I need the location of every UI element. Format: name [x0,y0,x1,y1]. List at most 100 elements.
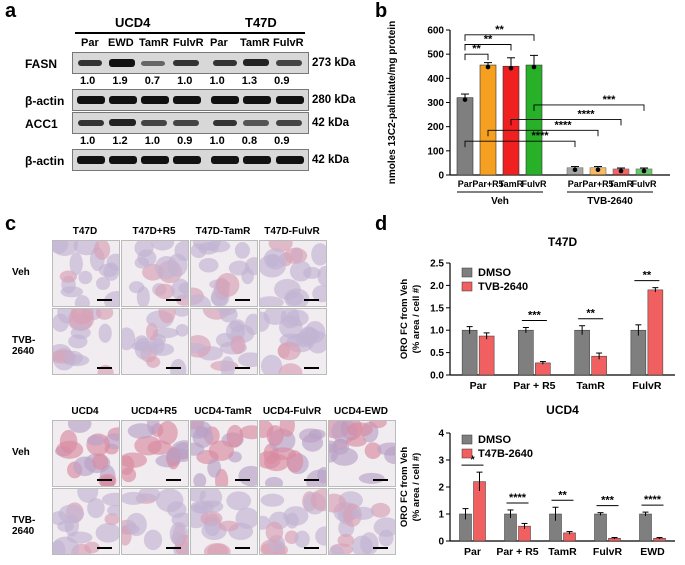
y-tick-label: 2 [438,483,444,494]
x-tick-label: Par [464,546,481,558]
scale-bar [97,367,112,369]
scale-bar [166,299,181,301]
blot-label-fasn: FASN [25,57,58,71]
cell-stain [260,489,326,554]
y-tick-label: 2.5 [430,259,444,270]
micrograph-image [259,240,327,307]
micrograph-column-label: T47D+R5 [132,226,176,237]
blot-label-bactin: β-actin [25,94,65,108]
y-tick-label: 500 [427,50,444,61]
x-tick-label: TamR [499,179,524,189]
blot-bactin [72,149,309,171]
y-tick-label: 0 [438,171,444,182]
scale-bar [304,299,319,301]
micrograph-column-label: T47D-TamR [195,226,251,237]
micrograph-column-label: T47D-FulvR [264,226,320,237]
acc1-ratios: 1.0 1.2 1.0 0.9 1.0 0.8 0.9 [80,135,290,147]
x-tick-label: Par + R5 [496,546,538,558]
cell-stain [329,491,395,554]
micrograph-row-label: Veh [12,266,30,278]
x-tick-label: TamR [548,546,577,558]
bar [594,513,607,542]
data-point [618,168,624,174]
significance-label: ** [495,24,504,36]
bar [525,64,543,176]
significance-bracket [464,140,576,148]
scale-bar [97,547,112,549]
data-point [485,64,491,70]
scale-bar [373,479,388,481]
bar [630,329,647,376]
lane-label: FulvR [273,37,304,49]
scale-bar [235,547,250,549]
cell-stain [53,489,119,554]
significance-label: **** [577,108,595,120]
x-tick-label: FulvR [521,179,547,189]
scale-bar [235,299,250,301]
x-tick-label: TamR [576,380,605,392]
micrograph-image [190,240,258,307]
y-tick-label: 1.0 [430,326,444,337]
bar [518,329,534,376]
lane-label: EWD [108,37,134,49]
chart-palmitate: 0 100 200 300 400 500 600 nmoles 13C2-palmitate… [387,21,670,205]
y-tick-label: 1 [438,510,444,521]
blot-bactin [72,89,309,111]
group-label: Veh [491,196,509,205]
cell-stain [122,489,188,554]
x-tick-label: FulvR [593,546,623,558]
y-tick-label: 0.5 [430,348,444,359]
scale-bar [235,479,250,481]
panel-b-letter: b [375,0,388,22]
scale-bar [166,367,181,369]
chart-oro-ucd4: UCD4 0 1 2 3 4 ORO FC from Veh (% area / cell #… [399,403,675,558]
legend-swatch [461,434,473,445]
x-tick-label: FulvR [632,380,662,392]
bar [535,362,551,376]
kda-label: 280 kDa [312,94,356,106]
legend-label: T47B-2640 [478,448,533,460]
data-point [641,168,647,174]
cell-stain [191,489,257,554]
y-axis-label: ORO FC from Veh [399,447,410,527]
x-tick-label: Par+R5 [472,179,503,189]
significance-label: ** [558,489,567,501]
y-tick-label: 2.0 [430,281,444,292]
micrograph-row-label: TVB-2640 [12,514,36,537]
data-point [531,64,537,70]
y-tick-label: 3 [438,456,444,467]
x-tick-label: Par [568,179,583,189]
cell-stain [329,421,395,484]
blot-bands [78,59,302,67]
scale-bar [166,547,181,549]
kda-label: 42 kDa [312,154,350,166]
micrograph-image [52,420,120,487]
blot-acc1 [72,112,309,134]
panel-d-letter: d [375,213,388,235]
cell-stain [260,241,326,306]
legend-label: DMSO [478,267,511,279]
group-underline [210,32,305,34]
data-point [572,167,578,173]
micrograph-image [190,488,258,555]
data-point [595,167,601,173]
significance-label: ** [586,308,595,320]
significance-bracket [464,34,535,41]
bar [478,335,495,376]
y-tick-label: 100 [427,146,444,157]
cell-stain [122,421,188,483]
lane-label: FulvR [173,37,204,49]
legend-label: DMSO [478,434,511,446]
y-axis-label: (% area / cell #) [411,453,422,522]
blot-bands [77,156,304,164]
scale-bar [304,367,319,369]
scale-bar [166,479,181,481]
scale-bar [235,367,250,369]
bar [647,289,664,376]
group-t47d: T47D [245,15,277,30]
fasn-ratios: 1.0 1.9 0.7 1.0 1.0 1.3 0.9 [80,75,290,87]
legend-swatch [461,448,473,459]
micrograph-image [328,420,396,487]
blot-bands [77,96,304,104]
significance-label: * [470,454,475,466]
